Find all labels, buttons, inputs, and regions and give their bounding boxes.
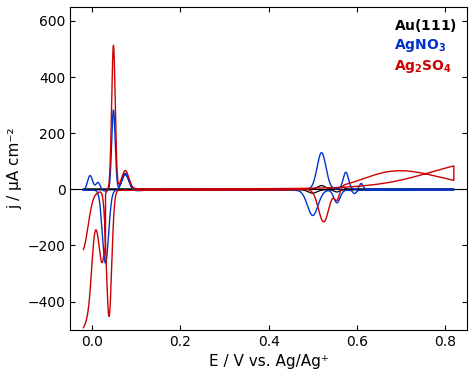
Y-axis label: j / µA cm⁻²: j / µA cm⁻² bbox=[7, 127, 22, 209]
X-axis label: E / V vs. Ag/Ag⁺: E / V vs. Ag/Ag⁺ bbox=[209, 354, 328, 369]
Legend: $\mathbf{Au(111)}$, $\mathbf{AgNO_3}$, $\mathbf{Ag_2SO_4}$: $\mathbf{Au(111)}$, $\mathbf{AgNO_3}$, $… bbox=[392, 14, 460, 77]
